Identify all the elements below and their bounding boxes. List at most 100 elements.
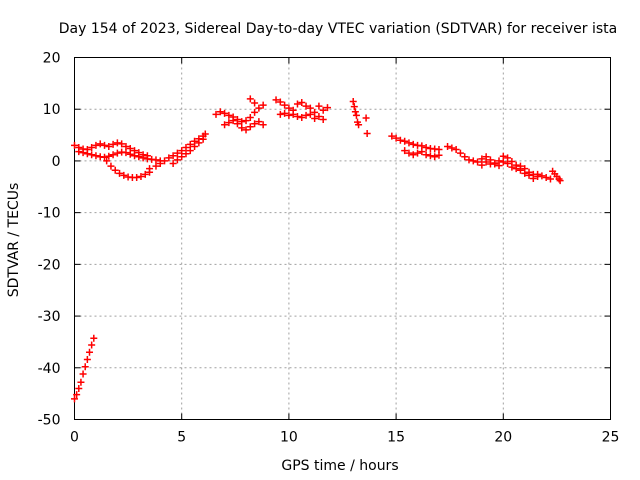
data-point [71, 395, 78, 403]
y-tick-label: 0 [52, 154, 61, 170]
data-point [431, 153, 439, 161]
data-point [113, 139, 121, 147]
y-tick-label: -40 [38, 361, 61, 377]
data-point [221, 121, 229, 129]
x-tick-label: 25 [602, 430, 620, 446]
data-point [276, 98, 284, 106]
data-point [120, 171, 128, 179]
data-point [255, 104, 263, 112]
data-point [306, 104, 314, 112]
series-arc-rising [146, 130, 209, 173]
data-point [323, 104, 331, 112]
data-point [478, 155, 486, 163]
data-point [88, 341, 96, 349]
data-point [352, 111, 360, 119]
data-point [105, 152, 113, 160]
data-point [246, 123, 254, 131]
data-point [422, 151, 430, 159]
data-point [499, 158, 507, 166]
data-point [491, 159, 499, 167]
data-point [349, 97, 357, 105]
data-point [311, 115, 319, 123]
data-point [105, 142, 113, 150]
data-point [482, 158, 490, 166]
data-point [90, 334, 98, 342]
data-point [156, 160, 164, 168]
x-tick-label: 10 [280, 430, 298, 446]
data-point [319, 106, 327, 114]
data-point [238, 118, 246, 126]
data-point [182, 143, 190, 151]
series-arc-descending-low [71, 334, 98, 403]
data-point [285, 111, 293, 119]
data-point [73, 391, 81, 399]
y-tick-label: -30 [38, 309, 61, 325]
data-point [495, 162, 503, 170]
data-point [103, 157, 111, 165]
data-point [461, 153, 469, 161]
y-tick-labels: 20 10 0 -10 -20 -30 -40 -50 [38, 51, 61, 429]
data-point [92, 152, 100, 160]
data-point [137, 172, 145, 180]
data-point [388, 132, 396, 140]
data-point [285, 104, 293, 112]
data-point [293, 112, 301, 120]
data-point [486, 160, 494, 168]
data-point [126, 150, 134, 158]
data-point [426, 152, 434, 160]
data-point [538, 172, 546, 180]
data-point [363, 130, 371, 138]
data-point [414, 149, 422, 157]
data-point [512, 165, 520, 173]
data-point [101, 141, 109, 149]
data-point [251, 108, 259, 116]
data-point [199, 135, 207, 143]
data-point [122, 142, 130, 150]
data-point [306, 110, 314, 118]
data-point [251, 99, 259, 107]
data-point [109, 140, 117, 148]
data-point [86, 348, 94, 356]
data-point [315, 112, 323, 120]
data-point [272, 96, 280, 104]
data-point [525, 171, 533, 179]
data-point [508, 163, 516, 171]
data-point [101, 153, 109, 161]
data-point [116, 169, 124, 177]
data-point [255, 118, 263, 126]
data-point [191, 142, 199, 150]
data-point [195, 139, 203, 147]
data-point [401, 147, 409, 155]
y-tick-label: -20 [38, 257, 61, 273]
data-point [139, 154, 147, 162]
data-point [276, 110, 284, 118]
data-point [107, 162, 115, 170]
data-point [418, 148, 426, 156]
data-point [75, 148, 83, 156]
data-point [178, 153, 186, 161]
data-point [182, 150, 190, 158]
data-point [216, 108, 224, 116]
data-point [521, 169, 529, 177]
data-point [88, 143, 96, 151]
data-point [225, 119, 233, 127]
data-point [83, 356, 91, 364]
y-axis-label: SDTVAR / TECUs [6, 183, 22, 298]
data-point [362, 114, 370, 122]
series-arc-morning-lower [221, 117, 267, 134]
data-point [169, 152, 177, 160]
data-point [79, 370, 87, 378]
data-point [302, 111, 310, 119]
data-point [504, 160, 512, 168]
x-tick-label: 15 [387, 430, 405, 446]
data-point [242, 117, 250, 125]
data-point [401, 137, 409, 145]
data-point [92, 141, 100, 149]
data-point [173, 149, 181, 157]
data-point [77, 378, 85, 386]
data-point [225, 111, 233, 119]
data-point [141, 170, 149, 178]
data-point [229, 117, 237, 125]
